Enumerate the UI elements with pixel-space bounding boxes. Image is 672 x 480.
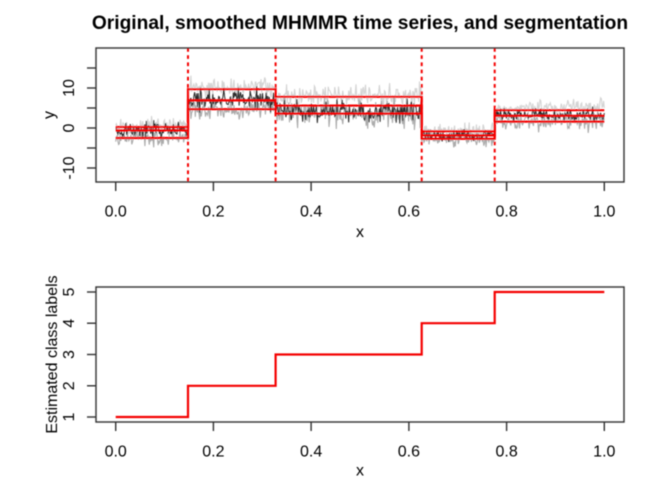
svg-text:3: 3 (61, 350, 78, 359)
svg-text:x: x (356, 463, 364, 480)
svg-text:2: 2 (61, 381, 78, 390)
svg-text:5: 5 (61, 287, 78, 296)
svg-text:Estimated class labels: Estimated class labels (44, 275, 61, 433)
svg-text:x: x (356, 224, 364, 241)
svg-text:Original, smoothed MHMMR time: Original, smoothed MHMMR time series, an… (92, 13, 628, 34)
svg-text:0.0: 0.0 (105, 444, 127, 461)
svg-text:0.0: 0.0 (105, 204, 127, 221)
svg-text:0.2: 0.2 (202, 444, 224, 461)
svg-text:1: 1 (61, 412, 78, 421)
svg-text:y: y (41, 111, 58, 119)
svg-text:0.4: 0.4 (300, 204, 322, 221)
svg-text:0.2: 0.2 (202, 204, 224, 221)
svg-text:4: 4 (61, 319, 78, 328)
svg-text:0.8: 0.8 (495, 204, 517, 221)
svg-text:1.0: 1.0 (593, 444, 615, 461)
svg-text:0: 0 (61, 123, 78, 132)
svg-text:0.6: 0.6 (398, 444, 420, 461)
svg-text:-10: -10 (61, 156, 78, 179)
svg-text:0.8: 0.8 (495, 444, 517, 461)
svg-text:0.4: 0.4 (300, 444, 322, 461)
svg-text:1.0: 1.0 (593, 204, 615, 221)
svg-text:0.6: 0.6 (398, 204, 420, 221)
svg-text:10: 10 (61, 79, 78, 97)
